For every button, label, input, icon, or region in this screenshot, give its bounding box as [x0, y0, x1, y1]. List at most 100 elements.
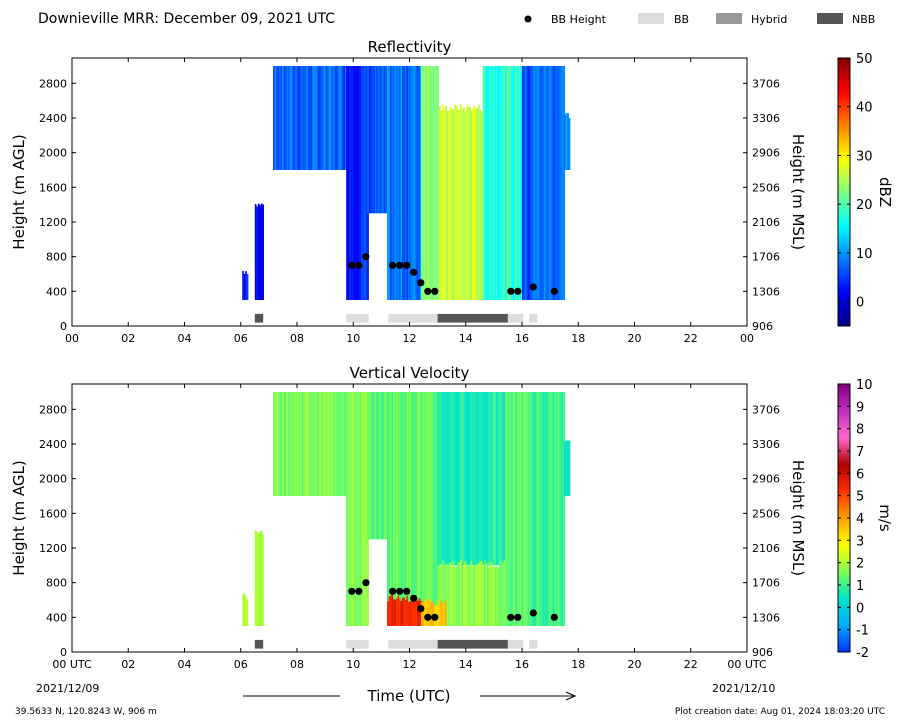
echo-column	[484, 66, 486, 300]
echo-column	[364, 66, 366, 300]
echo-column	[554, 66, 557, 300]
echo-column	[478, 104, 480, 300]
echo-column	[461, 392, 464, 566]
y-tick-label: 0	[60, 646, 67, 659]
echo-column	[297, 392, 299, 496]
echo-column	[350, 392, 353, 626]
echo-column	[342, 66, 344, 170]
echo-column	[437, 599, 439, 626]
echo-column	[276, 392, 278, 496]
echo-column	[543, 66, 546, 300]
echo-column	[257, 203, 260, 300]
echo-column	[526, 392, 528, 626]
echo-column	[506, 392, 509, 626]
echo-column	[321, 66, 323, 170]
echo-column	[494, 392, 497, 566]
echo-column	[409, 392, 412, 626]
echo-column	[260, 530, 263, 626]
figure-title: Downieville MRR: December 09, 2021 UTC	[38, 11, 335, 27]
echo-column	[259, 531, 261, 626]
echo-column	[476, 563, 479, 626]
colorbar-tick-label: 20	[856, 198, 873, 213]
echo-column	[376, 392, 378, 540]
y-axis-label: Height (m AGL)	[10, 460, 28, 575]
echo-column	[315, 392, 317, 496]
echo-column	[499, 392, 501, 566]
echo-column	[334, 392, 337, 496]
bb-height-point	[396, 587, 404, 595]
echo-column	[400, 601, 403, 626]
echo-column	[422, 601, 424, 626]
y-tick-label-right: 906	[752, 320, 773, 333]
echo-column	[282, 392, 284, 496]
y-tick-label-right: 2506	[752, 181, 780, 194]
echo-column	[306, 66, 308, 170]
echo-column	[496, 392, 498, 566]
echo-column	[426, 66, 429, 300]
echo-column	[423, 66, 426, 300]
echo-column	[567, 113, 569, 170]
echo-column	[484, 560, 486, 626]
echo-column	[479, 109, 482, 300]
echo-column	[396, 66, 398, 300]
echo-column	[294, 392, 296, 496]
x-tick-label: 08	[290, 658, 304, 671]
echo-column	[286, 66, 289, 170]
echo-column	[277, 392, 280, 496]
bb-type-bar-nbb	[254, 639, 264, 649]
x-tick-label: 14	[459, 658, 473, 671]
echo-column	[408, 602, 410, 626]
echo-column	[304, 66, 307, 170]
echo-column	[352, 392, 354, 626]
colorbar-tick-label: -2	[856, 646, 869, 661]
echo-column	[466, 105, 468, 300]
echo-column	[359, 66, 362, 300]
echo-column	[387, 66, 389, 300]
echo-column	[262, 534, 264, 626]
echo-column	[343, 66, 346, 170]
echo-column	[523, 392, 525, 626]
echo-column	[487, 66, 489, 300]
echo-column	[288, 392, 290, 496]
echo-column	[542, 392, 545, 626]
echo-column	[425, 601, 427, 626]
echo-column	[445, 105, 447, 301]
echo-column	[402, 392, 404, 626]
echo-column	[371, 66, 374, 214]
bb-height-point	[348, 587, 356, 595]
echo-column	[481, 561, 483, 626]
echo-column	[476, 392, 479, 566]
echo-column	[327, 392, 329, 496]
echo-column	[457, 562, 459, 626]
echo-column	[324, 392, 326, 496]
echo-column	[322, 392, 325, 496]
echo-column	[388, 596, 391, 626]
echo-column	[449, 562, 452, 626]
echo-column	[361, 392, 363, 626]
echo-column	[493, 66, 495, 300]
echo-region	[505, 392, 531, 626]
y-tick-label: 2400	[39, 438, 67, 451]
echo-column	[517, 392, 519, 626]
echo-column	[452, 109, 455, 300]
echo-column	[291, 392, 293, 496]
echo-column	[325, 392, 328, 496]
echo-column	[557, 392, 560, 626]
echo-column	[370, 392, 372, 540]
echo-column	[512, 66, 515, 300]
echo-column	[464, 392, 467, 566]
echo-column	[534, 66, 537, 300]
echo-column	[417, 392, 419, 626]
x-tick-label: 00	[65, 332, 79, 345]
x-tick-label: 06	[234, 658, 248, 671]
echo-column	[539, 66, 542, 300]
colorbar-tick-label: 2	[856, 557, 864, 572]
echo-column	[446, 392, 449, 566]
echo-column	[394, 392, 397, 626]
echo-column	[313, 392, 316, 496]
echo-column	[368, 392, 371, 540]
x-tick-label: 14	[459, 332, 473, 345]
end-date-label: 2021/12/10	[712, 682, 775, 695]
echo-column	[499, 562, 501, 626]
echo-column	[458, 110, 461, 300]
